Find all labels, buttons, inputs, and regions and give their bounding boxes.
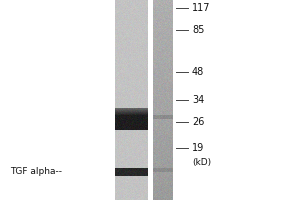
Text: 85: 85 — [192, 25, 204, 35]
Text: 19: 19 — [192, 143, 204, 153]
Text: 48: 48 — [192, 67, 204, 77]
Text: 117: 117 — [192, 3, 211, 13]
Text: 34: 34 — [192, 95, 204, 105]
Text: 26: 26 — [192, 117, 204, 127]
Text: (kD): (kD) — [192, 158, 211, 166]
Text: TGF alpha--: TGF alpha-- — [10, 168, 62, 176]
